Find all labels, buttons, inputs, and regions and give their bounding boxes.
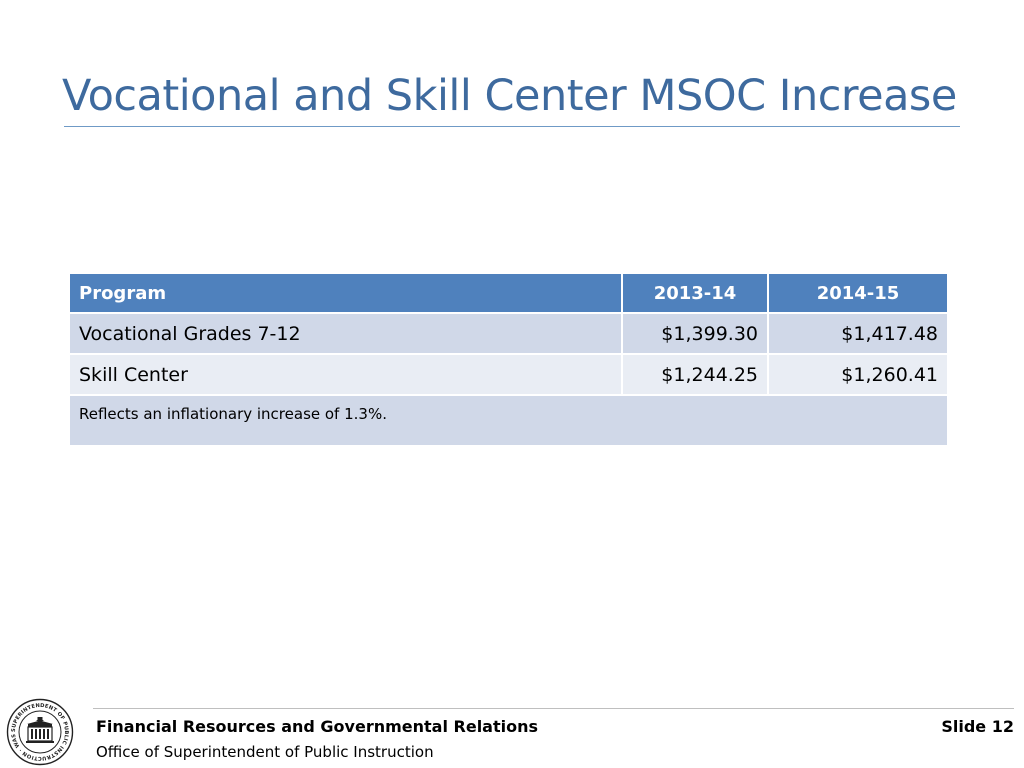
value-2014-15-cell: $1,260.41 [767, 353, 949, 396]
slide-number: Slide 12 [941, 717, 1014, 736]
table-note-row: Reflects an inflationary increase of 1.3… [68, 394, 949, 447]
footer-org-name: Financial Resources and Governmental Rel… [96, 717, 539, 736]
table-row: Skill Center $1,244.25 $1,260.41 [68, 353, 949, 396]
table-note: Reflects an inflationary increase of 1.3… [68, 394, 949, 447]
value-2013-14-cell: $1,244.25 [621, 353, 769, 396]
value-2014-15-cell: $1,417.48 [767, 312, 949, 355]
slide-title: Vocational and Skill Center MSOC Increas… [62, 71, 957, 121]
capitol-building-icon [26, 717, 54, 743]
value-2013-14-cell: $1,399.30 [621, 312, 769, 355]
table-header-row: Program 2013-14 2014-15 [68, 272, 949, 314]
program-cell: Skill Center [68, 353, 623, 396]
ospi-seal-icon: SUPERINTENDENT OF PUBLIC INSTRUCTION · W… [6, 698, 74, 766]
program-cell: Vocational Grades 7-12 [68, 312, 623, 355]
footer-divider [93, 708, 1014, 709]
header-program: Program [68, 272, 623, 314]
footer-office-name: Office of Superintendent of Public Instr… [96, 743, 434, 761]
header-2014-15: 2014-15 [767, 272, 949, 314]
title-divider [64, 126, 960, 127]
header-2013-14: 2013-14 [621, 272, 769, 314]
msoc-table: Program 2013-14 2014-15 Vocational Grade… [68, 272, 949, 447]
table-row: Vocational Grades 7-12 $1,399.30 $1,417.… [68, 312, 949, 355]
